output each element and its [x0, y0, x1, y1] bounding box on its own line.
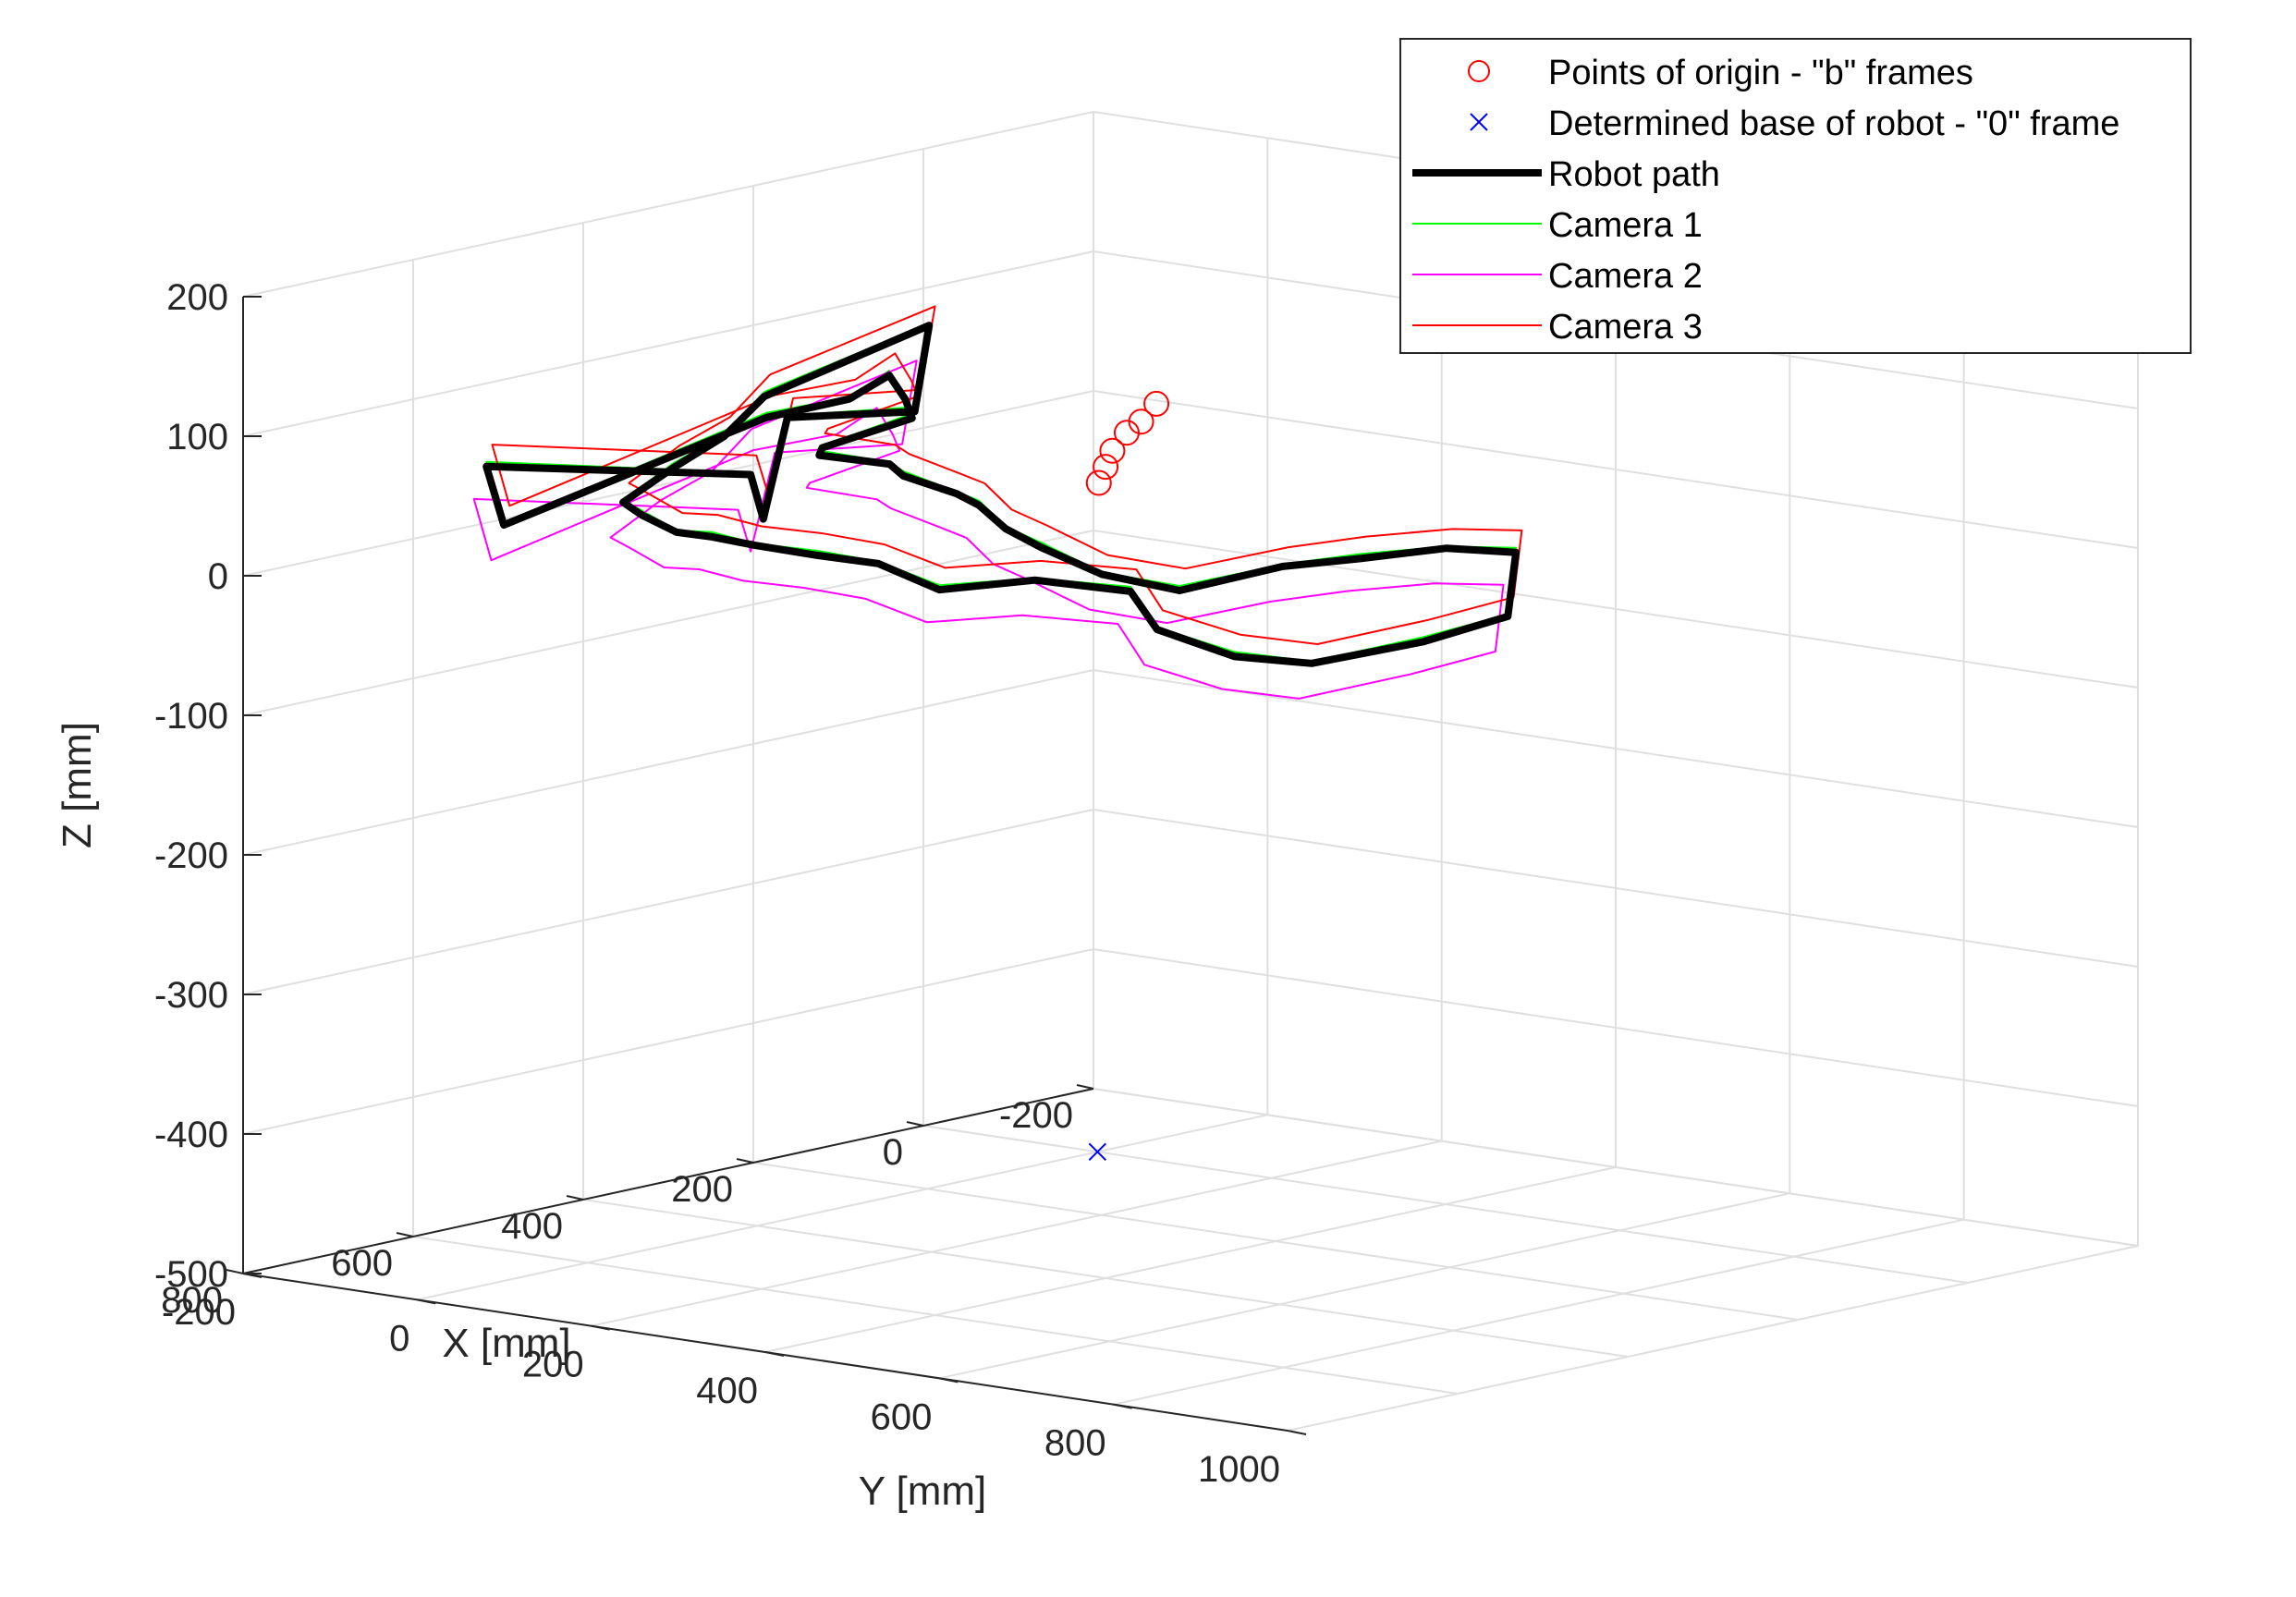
grid-line-floor-y	[1287, 1245, 2139, 1432]
legend-label-camera-3: Camera 3	[1548, 308, 1703, 347]
x-tick-mark	[566, 1195, 584, 1201]
z-axis-title: Z [mm]	[55, 722, 100, 848]
y-tick-label: 600	[871, 1396, 933, 1437]
x-tick-label: 0	[883, 1132, 903, 1173]
grid-line-wall-left-z	[242, 530, 1094, 716]
robot-base-marker-stroke	[1088, 1142, 1107, 1162]
grid-line-floor-y	[417, 1114, 1268, 1301]
grid-line-wall-left-z	[242, 948, 1094, 1135]
y-tick-mark	[764, 1351, 785, 1357]
x-tick-mark	[396, 1232, 414, 1237]
y-tick-mark	[591, 1324, 610, 1331]
grid-line-floor-y	[591, 1140, 1442, 1327]
legend-label-robot-path: Robot path	[1548, 155, 1720, 194]
x-tick-label: 200	[671, 1169, 733, 1210]
grid-line-wall-right-z	[1093, 530, 2139, 689]
grid-line-wall-right-z	[1093, 948, 2139, 1107]
z-tick-label: 0	[208, 556, 228, 597]
grid-line-wall-left-z	[242, 111, 1094, 298]
robot-base-marker	[1088, 1142, 1107, 1162]
grid-line-wall-left-z	[242, 669, 1094, 856]
y-tick-label: 800	[1044, 1423, 1106, 1464]
z-tick-label: -500	[154, 1254, 228, 1295]
grid-line-wall-right-z	[1093, 669, 2139, 828]
grid-line-floor-y	[764, 1166, 1617, 1353]
axes-layer: -2000200400600800-20002004006008001000-5…	[55, 277, 1307, 1514]
x-tick-label: 800	[161, 1280, 223, 1321]
z-tick-label: -100	[154, 696, 228, 737]
x-axis-title: X [mm]	[442, 1321, 570, 1366]
y-tick-mark	[1113, 1403, 1132, 1409]
x-tick-label: 600	[331, 1243, 393, 1284]
series-line-camera-3	[491, 305, 1523, 645]
x-tick-mark	[226, 1269, 244, 1274]
y-tick-mark	[939, 1377, 959, 1384]
grid-line-wall-left-z	[242, 250, 1094, 437]
z-tick-label: -400	[154, 1115, 228, 1155]
y-tick-label: 1000	[1198, 1449, 1280, 1490]
x-tick-mark	[736, 1158, 754, 1164]
y-tick-label: 400	[696, 1371, 758, 1411]
y-tick-label: 0	[389, 1318, 409, 1359]
origin-point-marker	[1143, 390, 1170, 417]
y-axis-title: Y [mm]	[859, 1469, 987, 1514]
legend-marker-robot-base	[1470, 113, 1488, 131]
origin-point-marker	[1085, 469, 1112, 496]
z-tick-label: -200	[154, 835, 228, 876]
x-axis-line	[242, 1088, 1094, 1274]
origin-point-marker	[1113, 420, 1140, 446]
grid-line-wall-right-z	[1093, 1088, 2139, 1247]
legend-label-robot-base: Determined base of robot - "0" frame	[1548, 104, 2119, 143]
grid-line-wall-left-z	[242, 390, 1094, 577]
grid-line-wall-right-z	[1093, 809, 2139, 968]
y-tick-mark	[1287, 1430, 1307, 1435]
z-tick-label: -300	[154, 975, 228, 1016]
x-tick-mark	[906, 1121, 924, 1127]
y-tick-label: 200	[522, 1345, 584, 1385]
x-tick-label: 400	[501, 1206, 563, 1247]
series-line-robot-path	[482, 322, 1520, 667]
grid-line-wall-right-z	[1093, 390, 2139, 549]
y-tick-mark	[417, 1298, 436, 1305]
legend-box	[1399, 38, 2192, 354]
grid-line-floor-y	[939, 1192, 1790, 1380]
series-line-camera-2	[472, 360, 1505, 700]
plot-data	[472, 305, 1523, 1162]
y-tick-label: -200	[162, 1292, 236, 1333]
grid-line-floor-y	[1113, 1218, 1964, 1406]
legend-label-camera-2: Camera 2	[1548, 257, 1703, 296]
legend: Points of origin - "b" frames Determined…	[1399, 38, 2192, 354]
legend-label-origin-points: Points of origin - "b" frames	[1548, 54, 1973, 92]
z-tick-label: 200	[166, 277, 228, 318]
grid-line-wall-left-z	[242, 809, 1094, 995]
legend-label-camera-1: Camera 1	[1548, 206, 1703, 245]
x-tick-label: -200	[999, 1095, 1073, 1136]
legend-marker-origin-points	[1468, 60, 1490, 82]
origin-point-marker	[1099, 437, 1126, 464]
x-tick-mark	[1076, 1084, 1094, 1090]
origin-point-marker	[1093, 454, 1119, 481]
z-tick-label: 100	[166, 417, 228, 457]
